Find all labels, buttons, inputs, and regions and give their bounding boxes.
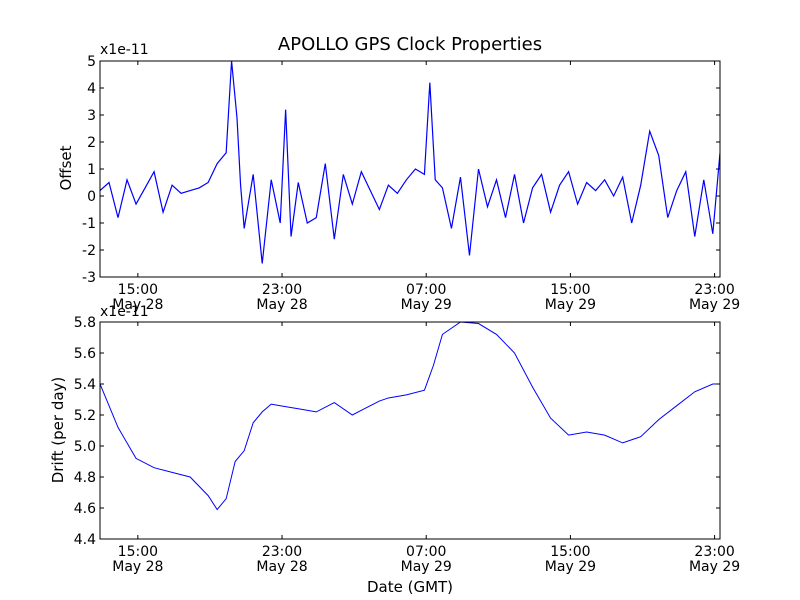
drift-x-axis-label: Date (GMT) [367,578,453,596]
offset-y-tick-label: -3 [82,270,96,286]
offset-x-tick-time-label: 15:00 [550,282,590,298]
drift-axes-frame [99,321,721,540]
offset-y-tick-label: -2 [82,243,96,259]
drift-x-tick-date-label: May 29 [689,559,740,575]
offset-y-tick-label: 1 [87,162,96,178]
figure-title: APOLLO GPS Clock Properties [278,34,542,55]
offset-x-tick-date-label: May 29 [689,297,740,313]
drift-y-tick-label: 5.4 [74,377,96,393]
drift-y-tick-label: 5.2 [74,408,96,424]
drift-y-tick-label: 5.6 [74,346,96,362]
drift-series-line [100,322,720,511]
offset-y-tick-label: 5 [87,54,96,70]
offset-y-tick-label: 3 [87,108,96,124]
offset-y-tick-label: 2 [87,135,96,151]
offset-x-tick-date-label: May 29 [401,297,452,313]
offset-x-tick-date-label: May 28 [256,297,307,313]
drift-y-tick-label: 4.8 [74,470,96,486]
drift-y-tick-label: 5.0 [74,439,96,455]
offset-series-line [100,61,720,264]
offset-x-tick-date-label: May 28 [112,297,163,313]
drift-x-tick-time-label: 23:00 [694,544,734,560]
offset-y-tick-label: 0 [87,189,96,205]
drift-y-tick-label: 4.4 [74,532,96,548]
offset-exponent-label: x1e-11 [100,42,149,58]
drift-panel: x1e-11 Drift (per day) Date (GMT) 4.4 4.6… [49,304,740,596]
drift-x-tick-date-label: May 29 [401,559,452,575]
drift-y-tick-label: 5.8 [74,315,96,331]
drift-x-tick-date-label: May 28 [256,559,307,575]
drift-x-tick-date-label: May 28 [112,559,163,575]
offset-x-tick-time-label: 15:00 [118,282,158,298]
offset-x-tick-date-label: May 29 [545,297,596,313]
drift-x-tick-time-label: 23:00 [262,544,302,560]
drift-x-tick-time-label: 07:00 [406,544,446,560]
drift-x-tick-time-label: 15:00 [118,544,158,560]
drift-y-axis-label: Drift (per day) [49,377,67,484]
drift-x-tick-time-label: 15:00 [550,544,590,560]
offset-y-axis-label: Offset [57,145,75,190]
offset-x-tick-time-label: 23:00 [694,282,734,298]
drift-exponent-label: x1e-11 [100,304,149,320]
drift-x-tick-date-label: May 29 [545,559,596,575]
offset-x-tick-time-label: 07:00 [406,282,446,298]
offset-y-tick-label: 4 [87,81,96,97]
drift-y-tick-label: 4.6 [74,501,96,517]
offset-y-tick-label: -1 [82,216,96,232]
offset-x-tick-time-label: 23:00 [262,282,302,298]
